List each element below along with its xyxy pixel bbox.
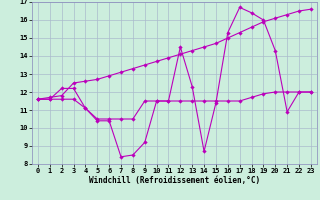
X-axis label: Windchill (Refroidissement éolien,°C): Windchill (Refroidissement éolien,°C) <box>89 176 260 185</box>
